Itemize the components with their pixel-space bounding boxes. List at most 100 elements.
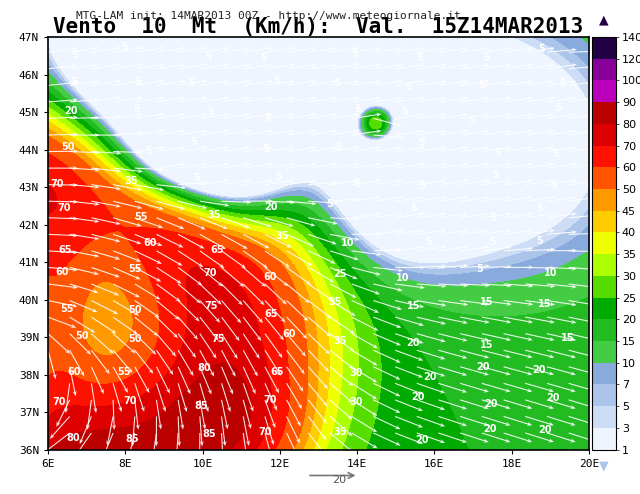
Text: 5: 5	[188, 78, 195, 87]
Text: 5: 5	[133, 104, 140, 114]
Text: 5: 5	[351, 48, 358, 59]
Text: 5: 5	[476, 264, 483, 274]
Text: 15: 15	[561, 332, 574, 343]
Text: 5: 5	[122, 42, 129, 52]
Text: 70: 70	[52, 397, 66, 407]
Text: 50: 50	[76, 331, 89, 341]
Text: 60: 60	[144, 238, 157, 248]
Text: 15: 15	[406, 301, 420, 311]
Text: 5: 5	[260, 52, 267, 63]
Text: 20: 20	[65, 106, 78, 116]
Text: 20: 20	[484, 399, 497, 409]
Text: 30: 30	[349, 397, 363, 407]
Text: 5: 5	[492, 170, 499, 180]
Text: 5: 5	[71, 50, 77, 60]
Text: 5: 5	[556, 103, 562, 113]
Text: 70: 70	[204, 268, 217, 278]
Text: 10: 10	[543, 268, 557, 278]
Text: 5: 5	[538, 44, 545, 54]
Text: 5: 5	[326, 199, 333, 209]
Text: 70: 70	[51, 179, 64, 189]
Text: 60: 60	[56, 267, 69, 277]
Text: 5: 5	[401, 107, 408, 117]
Text: 5: 5	[417, 53, 424, 63]
Text: 75: 75	[211, 334, 225, 344]
Text: 5: 5	[405, 82, 412, 92]
Text: 5: 5	[264, 113, 271, 123]
Text: 20: 20	[423, 372, 436, 382]
Text: 55: 55	[128, 264, 141, 274]
Text: 5: 5	[494, 148, 500, 158]
Text: 5: 5	[71, 77, 77, 87]
Text: 5: 5	[273, 77, 280, 86]
Text: 30: 30	[349, 368, 363, 377]
Text: 20: 20	[406, 338, 419, 348]
Text: 5: 5	[559, 78, 566, 88]
Text: 5: 5	[468, 116, 475, 126]
Text: 85: 85	[126, 434, 140, 444]
Text: 5: 5	[536, 203, 543, 213]
Text: 55: 55	[60, 304, 74, 314]
Text: 5: 5	[205, 52, 211, 62]
Text: 5: 5	[355, 179, 362, 189]
Text: 70: 70	[124, 396, 137, 406]
Text: 5: 5	[193, 173, 200, 183]
Text: 5: 5	[418, 138, 425, 148]
Text: 70: 70	[264, 395, 277, 405]
Text: 5: 5	[425, 237, 431, 247]
Text: 20: 20	[538, 425, 552, 435]
Text: 10: 10	[396, 273, 409, 283]
Text: 20: 20	[332, 475, 346, 485]
Text: 5: 5	[191, 137, 197, 147]
Text: 5: 5	[489, 213, 495, 223]
Text: 25: 25	[333, 269, 348, 280]
Text: 15: 15	[538, 299, 552, 309]
Text: 35: 35	[333, 427, 347, 437]
Text: 5: 5	[355, 104, 361, 114]
Text: 50: 50	[61, 142, 75, 152]
Title: Vento  10  Mt  (Km/h):  Val.  15Z14MAR2013: Vento 10 Mt (Km/h): Val. 15Z14MAR2013	[53, 17, 584, 37]
Text: 65: 65	[210, 245, 224, 254]
Text: 20: 20	[412, 392, 425, 402]
Text: 60: 60	[263, 272, 276, 282]
Text: 60: 60	[67, 367, 81, 377]
Text: 5: 5	[410, 203, 417, 212]
Text: 5: 5	[536, 236, 543, 246]
Text: 75: 75	[205, 301, 218, 311]
Text: 15: 15	[480, 297, 494, 307]
Text: 65: 65	[265, 309, 278, 319]
Text: 85: 85	[195, 401, 209, 411]
Text: 35: 35	[275, 231, 289, 241]
Text: MTG-LAM init: 14MAR2013 00Z - http://www.meteogiornale.it: MTG-LAM init: 14MAR2013 00Z - http://www…	[76, 11, 461, 21]
Text: 50: 50	[128, 334, 141, 344]
Text: 5: 5	[489, 237, 495, 247]
Text: 20: 20	[476, 362, 490, 372]
Text: 55: 55	[134, 212, 147, 222]
Text: 70: 70	[58, 203, 71, 213]
Text: 5: 5	[478, 80, 484, 90]
Text: 5: 5	[134, 77, 141, 87]
Text: 50: 50	[128, 305, 141, 315]
Text: 5: 5	[483, 53, 490, 63]
Text: 5: 5	[552, 149, 559, 159]
Text: 10: 10	[341, 238, 355, 248]
Text: 20: 20	[415, 435, 429, 445]
Text: 15: 15	[480, 340, 493, 350]
Text: ▲: ▲	[599, 14, 609, 27]
Text: 5: 5	[335, 78, 341, 88]
Text: 60: 60	[282, 329, 296, 339]
Text: 70: 70	[259, 427, 272, 437]
Text: 5: 5	[262, 144, 269, 154]
Text: 5: 5	[207, 108, 214, 118]
Text: ▼: ▼	[599, 460, 609, 473]
Text: 85: 85	[203, 429, 216, 439]
Text: 80: 80	[67, 433, 80, 443]
Text: 5: 5	[275, 172, 282, 182]
Text: 35: 35	[328, 297, 342, 307]
Text: 55: 55	[118, 367, 131, 377]
Text: 20: 20	[483, 424, 497, 434]
Text: 5: 5	[419, 181, 426, 191]
Text: 80: 80	[197, 363, 211, 373]
Text: 20: 20	[547, 393, 560, 403]
Text: 20: 20	[532, 365, 545, 375]
